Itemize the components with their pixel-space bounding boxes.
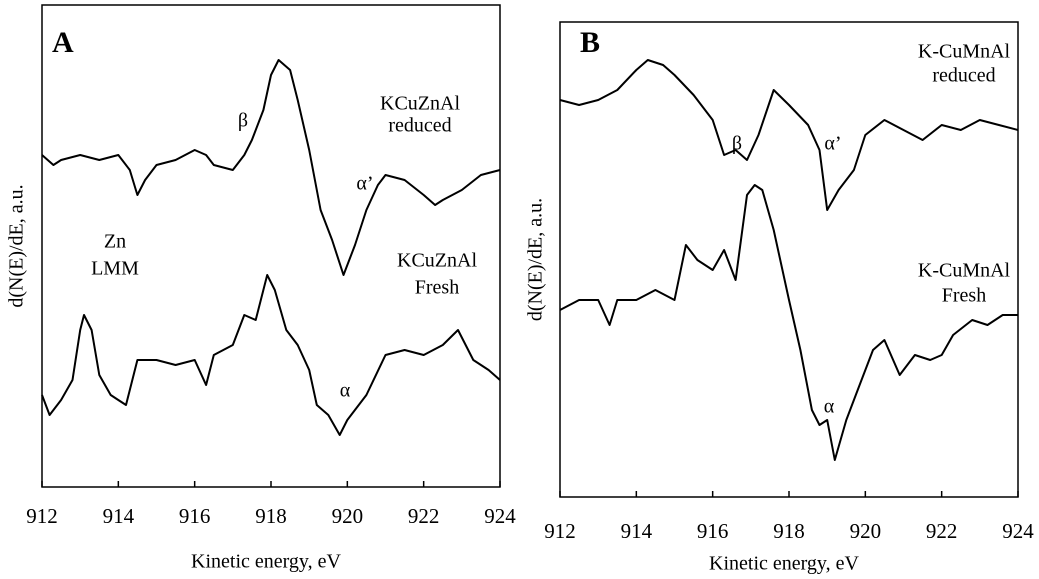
- x-tick-label: 916: [179, 504, 211, 528]
- x-axis-title: Kinetic energy, eV: [709, 553, 859, 575]
- annotation: Fresh: [942, 285, 986, 307]
- x-tick-label: 912: [544, 519, 576, 543]
- x-tick-label: 922: [408, 504, 440, 528]
- x-tick-label: 914: [621, 519, 653, 543]
- x-tick-label: 918: [773, 519, 805, 543]
- data-line: [41, 274, 501, 436]
- x-tick-label: 920: [850, 519, 882, 543]
- annotation: β: [732, 133, 742, 155]
- annotation: Fresh: [415, 277, 459, 299]
- x-tick-label: 914: [103, 504, 135, 528]
- annotation: α’: [824, 133, 841, 155]
- annotation: reduced: [388, 115, 451, 137]
- annotation: KCuZnAl: [397, 250, 477, 272]
- x-tick-label: 920: [332, 504, 364, 528]
- x-tick-label: 918: [255, 504, 287, 528]
- annotation: α’: [356, 173, 373, 195]
- annotation: K-CuMnAl: [918, 260, 1011, 282]
- panel-label: A: [52, 26, 74, 59]
- y-axis-title: d(N(E)/dE, a.u.: [6, 184, 28, 307]
- annotation: LMM: [91, 258, 139, 280]
- x-axis-title: Kinetic energy, eV: [191, 551, 341, 573]
- annotation: β: [238, 110, 248, 132]
- annotation: K-CuMnAl: [918, 41, 1011, 63]
- data-line: [559, 184, 1018, 461]
- x-tick-label: 924: [1002, 519, 1034, 543]
- annotation: α: [340, 380, 351, 402]
- x-tick-label: 924: [484, 504, 516, 528]
- annotation: α: [824, 396, 835, 418]
- data-line: [41, 59, 501, 276]
- x-tick-label: 922: [926, 519, 958, 543]
- panel-label: B: [580, 26, 600, 59]
- annotation: reduced: [932, 65, 995, 87]
- data-line: [559, 59, 1019, 211]
- annotation: Zn: [104, 231, 126, 253]
- x-tick-label: 916: [697, 519, 729, 543]
- x-tick-label: 912: [26, 504, 58, 528]
- annotation: KCuZnAl: [380, 93, 460, 115]
- y-axis-title: d(N(E)/dE, a.u.: [525, 198, 547, 321]
